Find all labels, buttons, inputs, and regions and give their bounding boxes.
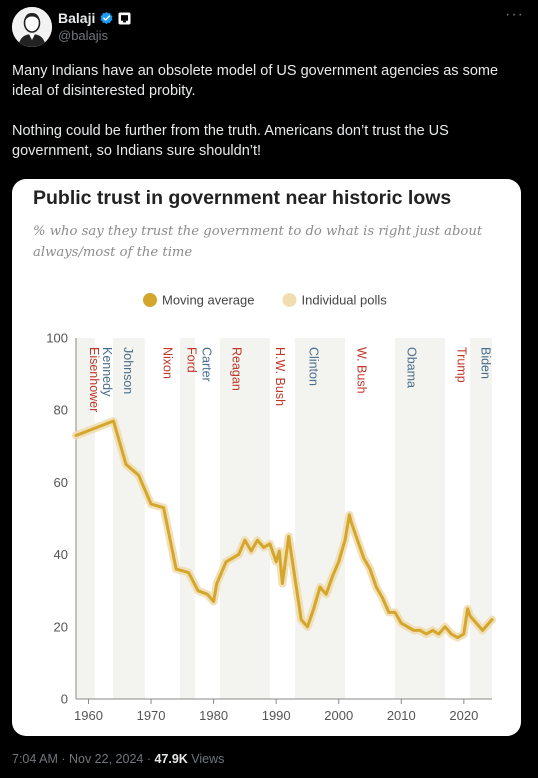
presidency-band [470,338,492,699]
trust-line-chart: Moving average Individual polls 0 20 40 60 80 1… [46,293,496,723]
x-tick-label: 2000 [324,708,353,723]
moving-average-line [74,419,494,640]
y-tick-label: 80 [54,403,68,418]
president-label-johnson: Johnson [121,347,135,394]
author-name-row: Balaji [58,9,131,27]
legend-label-moving-average: Moving average [162,293,255,308]
presidency-band [294,338,345,699]
meta-separator: · [143,752,155,766]
y-tick-label: 20 [54,619,68,634]
view-count[interactable]: 47.9K [154,752,188,766]
author-handle[interactable]: @balajis [58,28,109,43]
y-tick-label: 60 [54,475,68,490]
x-tick-label: 1970 [137,708,166,723]
y-tick-label: 0 [61,692,68,707]
legend-swatch-moving-average [143,293,157,307]
president-label-nixon: Nixon [161,347,175,379]
president-label-biden: Biden [478,347,492,379]
chart-subtitle: % who say they trust the government to d… [33,224,483,260]
president-label-w-bush: W. Bush [355,347,369,394]
meta-separator: · [57,752,69,766]
presidency-band [395,338,446,699]
president-label-trump: Trump [455,347,469,383]
presidency-band [112,338,145,699]
president-label-clinton: Clinton [306,347,320,386]
chart-image-card[interactable]: Public trust in government near historic… [12,179,521,736]
x-tick-label: 1990 [262,708,291,723]
x-tick-label: 1980 [199,708,228,723]
x-tick-label: 1960 [74,708,103,723]
presidency-band [179,338,195,699]
tweet-paragraph-1: Many Indians have an obsolete model of U… [12,63,499,99]
post-time[interactable]: 7:04 AM [12,752,58,766]
president-label-reagan: Reagan [229,347,243,391]
tweet-meta: 7:04 AM · Nov 22, 2024 · 47.9K Views [12,752,224,766]
y-tick-label: 100 [46,331,68,346]
affiliate-badge-icon [118,11,131,25]
legend-label-individual-polls: Individual polls [302,293,388,308]
author-avatar[interactable] [12,7,52,47]
y-tick-label: 40 [54,547,68,562]
tweet-text: Many Indians have an obsolete model of U… [12,61,522,161]
verified-badge-icon [100,11,113,24]
president-label-h-w-bush: H.W. Bush [273,347,287,406]
president-label-eisenhower: Eisenhower [87,347,101,412]
author-name[interactable]: Balaji [58,10,96,26]
chart-title: Public trust in government near historic… [33,187,452,209]
more-options-icon[interactable]: ··· [505,6,524,23]
avatar-portrait-icon [12,7,52,47]
president-label-carter: Carter [199,347,213,382]
x-tick-label: 2020 [449,708,478,723]
president-label-obama: Obama [405,347,419,388]
legend-swatch-individual-polls [282,293,297,307]
x-tick-label: 2010 [387,708,416,723]
president-label-ford: Ford [184,347,198,373]
presidency-band [219,338,270,699]
post-date[interactable]: Nov 22, 2024 [68,752,144,766]
views-label: Views [187,752,225,766]
president-label-kennedy: Kennedy [100,347,114,397]
tweet-paragraph-2: Nothing could be further from the truth.… [12,123,449,159]
